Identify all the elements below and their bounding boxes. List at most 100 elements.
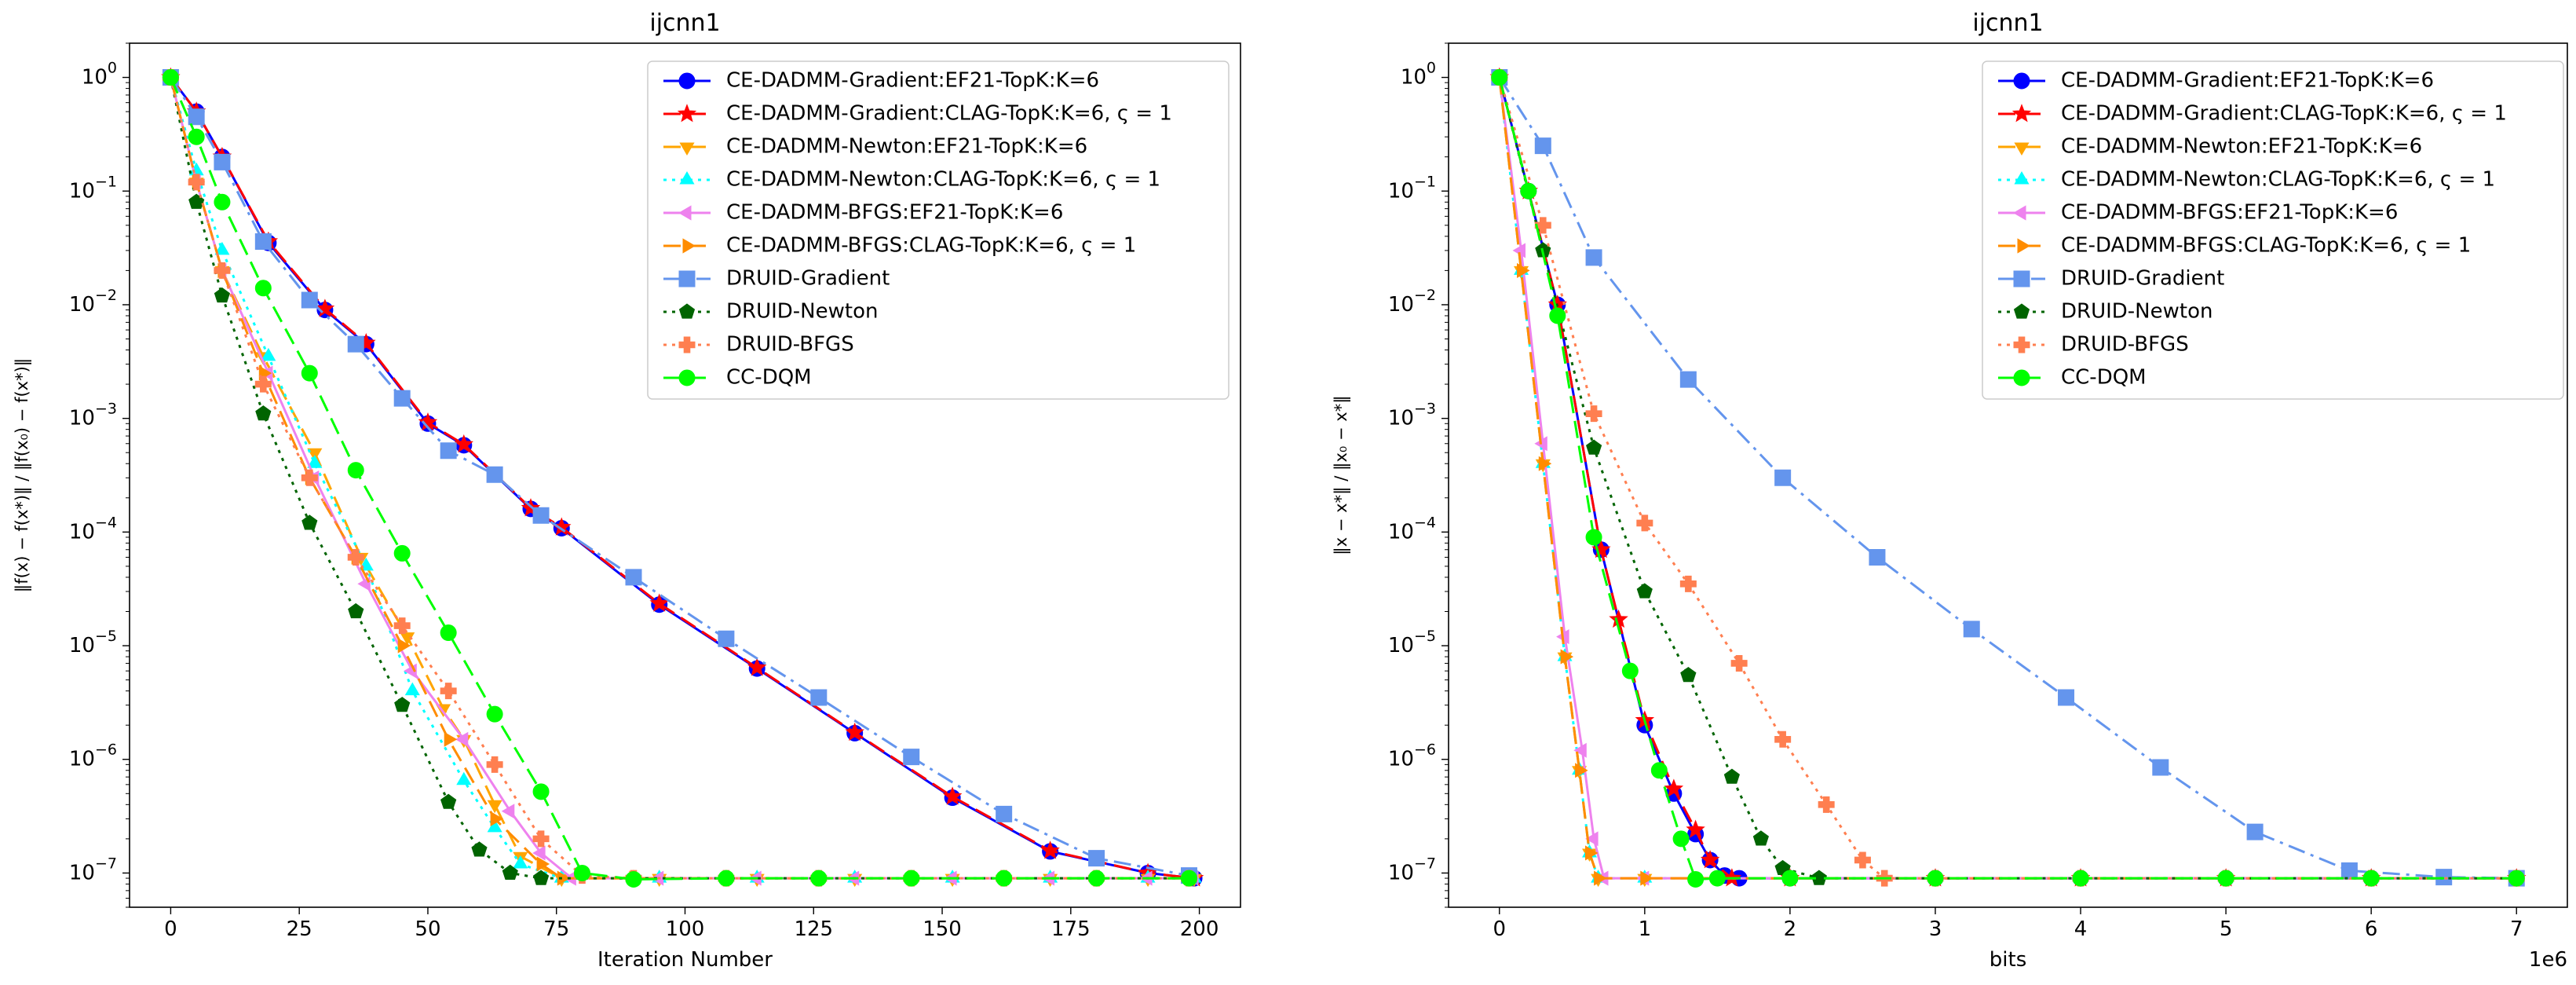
data-point: [1636, 514, 1653, 532]
legend-marker: [2013, 205, 2026, 221]
data-point: [2508, 870, 2525, 887]
data-point: [2072, 870, 2089, 887]
legend-label: DRUID-Newton: [2061, 300, 2212, 324]
legend-entry: CE-DADMM-BFGS:CLAG-TopK:K=6, ς = 1: [663, 234, 1136, 258]
data-point: [1594, 870, 1607, 886]
chart-bits: ijcnn1 0 1 2 3 4 5 6 7 100 10−1 10−2 10−3 10−4 10−5 10−…: [1332, 9, 2568, 972]
x-offset-label: 1e6: [2529, 948, 2567, 972]
x-tick-label: 4: [2074, 917, 2088, 941]
legend-label: CE-DADMM-Gradient:CLAG-TopK:K=6, ς = 1: [2061, 102, 2507, 126]
legend-label: DRUID-BFGS: [2061, 333, 2189, 357]
x-tick-label: 7: [2510, 917, 2523, 941]
y-tick-label: 10−1: [1388, 173, 1436, 203]
data-point: [1585, 831, 1599, 847]
data-point: [1730, 654, 1748, 672]
data-point: [162, 69, 179, 86]
data-point: [1088, 850, 1105, 867]
data-point: [315, 298, 335, 317]
data-point: [440, 683, 457, 700]
x-tick-label: 2: [1784, 917, 1797, 941]
x-axis-label: Iteration Number: [597, 948, 773, 972]
series-line: [1498, 77, 2517, 880]
legend-marker: [2014, 142, 2030, 156]
plot-frame: [1448, 42, 2568, 908]
data-point: [1963, 621, 1980, 638]
legend-marker: [678, 270, 696, 287]
data-point: [1586, 439, 1602, 455]
legend-label: CE-DADMM-BFGS:CLAG-TopK:K=6, ς = 1: [726, 234, 1136, 258]
data-point: [1040, 840, 1060, 859]
data-point: [2362, 870, 2380, 887]
data-point: [942, 786, 963, 805]
y-tick-label: 10−6: [69, 741, 117, 771]
legend-entry: CE-DADMM-BFGS:EF21-TopK:K=6: [1998, 201, 2398, 225]
data-point: [471, 841, 488, 857]
x-tick-label: 125: [794, 917, 833, 941]
data-point: [188, 108, 205, 126]
data-point: [810, 870, 828, 887]
legend-marker: [679, 171, 695, 185]
data-point: [301, 469, 318, 486]
data-point: [1573, 742, 1587, 758]
data-point: [1818, 796, 1835, 813]
data-point: [456, 771, 472, 785]
legend-label: DRUID-Newton: [726, 300, 878, 324]
data-point: [486, 705, 503, 723]
data-point: [393, 617, 411, 635]
data-point: [1609, 609, 1628, 628]
data-point: [1575, 763, 1588, 778]
data-point: [533, 870, 550, 885]
data-point: [1679, 575, 1697, 592]
data-point: [1686, 819, 1705, 838]
x-tick-label: 1: [1639, 917, 1652, 941]
data-point: [2246, 823, 2264, 840]
data-point: [649, 593, 669, 612]
legend-marker: [678, 303, 696, 319]
data-point: [1723, 768, 1740, 784]
data-point: [440, 624, 457, 642]
data-point: [1927, 870, 1944, 887]
plot-area: [161, 67, 1204, 888]
legend-marker: [2013, 72, 2030, 90]
data-point: [347, 462, 364, 479]
series-9: [1491, 69, 2525, 888]
data-point: [1752, 830, 1769, 846]
legend-label: CE-DADMM-Newton:CLAG-TopK:K=6, ς = 1: [726, 168, 1160, 192]
data-point: [1679, 371, 1697, 388]
legend-label: DRUID-Gradient: [2061, 267, 2224, 291]
data-point: [532, 845, 546, 861]
legend-label: CE-DADMM-Newton:EF21-TopK:K=6: [2061, 135, 2422, 159]
series-line: [170, 77, 1189, 881]
legend-entry: CE-DADMM-Newton:CLAG-TopK:K=6, ς = 1: [663, 168, 1160, 192]
data-point: [502, 864, 518, 880]
legend-entry: CE-DADMM-BFGS:CLAG-TopK:K=6, ς = 1: [1998, 234, 2471, 258]
data-point: [393, 390, 411, 407]
data-point: [1774, 469, 1792, 486]
data-point: [1781, 870, 1799, 887]
data-point: [1591, 539, 1611, 558]
legend-entry: CE-DADMM-Gradient:CLAG-TopK:K=6, ς = 1: [663, 102, 1172, 126]
x-tick-label: 200: [1180, 917, 1219, 941]
data-point: [532, 830, 550, 848]
data-point: [625, 569, 642, 586]
legend: CE-DADMM-Gradient:EF21-TopK:K=6 CE-DADMM-…: [1982, 60, 2564, 400]
data-point: [810, 689, 828, 706]
data-point: [845, 722, 864, 741]
y-tick-label: 100: [82, 59, 117, 89]
legend-marker: [2013, 369, 2030, 386]
y-tick-label: 10−3: [1388, 400, 1436, 430]
data-point: [1672, 830, 1690, 848]
legend-entry: CE-DADMM-Newton:EF21-TopK:K=6: [1998, 135, 2422, 159]
y-axis-label: ‖x − x*‖ / ‖x₀ − x*‖: [1332, 395, 1351, 555]
data-point: [532, 507, 550, 524]
data-point: [1088, 870, 1105, 887]
legend-label: DRUID-Gradient: [726, 267, 890, 291]
data-point: [1708, 870, 1726, 887]
legend-entry: DRUID-Gradient: [1998, 267, 2224, 291]
data-point: [2058, 689, 2075, 706]
data-point: [513, 855, 528, 869]
data-point: [440, 442, 457, 460]
data-point: [486, 466, 503, 483]
x-tick-label: 5: [2220, 917, 2233, 941]
data-point: [188, 128, 205, 145]
